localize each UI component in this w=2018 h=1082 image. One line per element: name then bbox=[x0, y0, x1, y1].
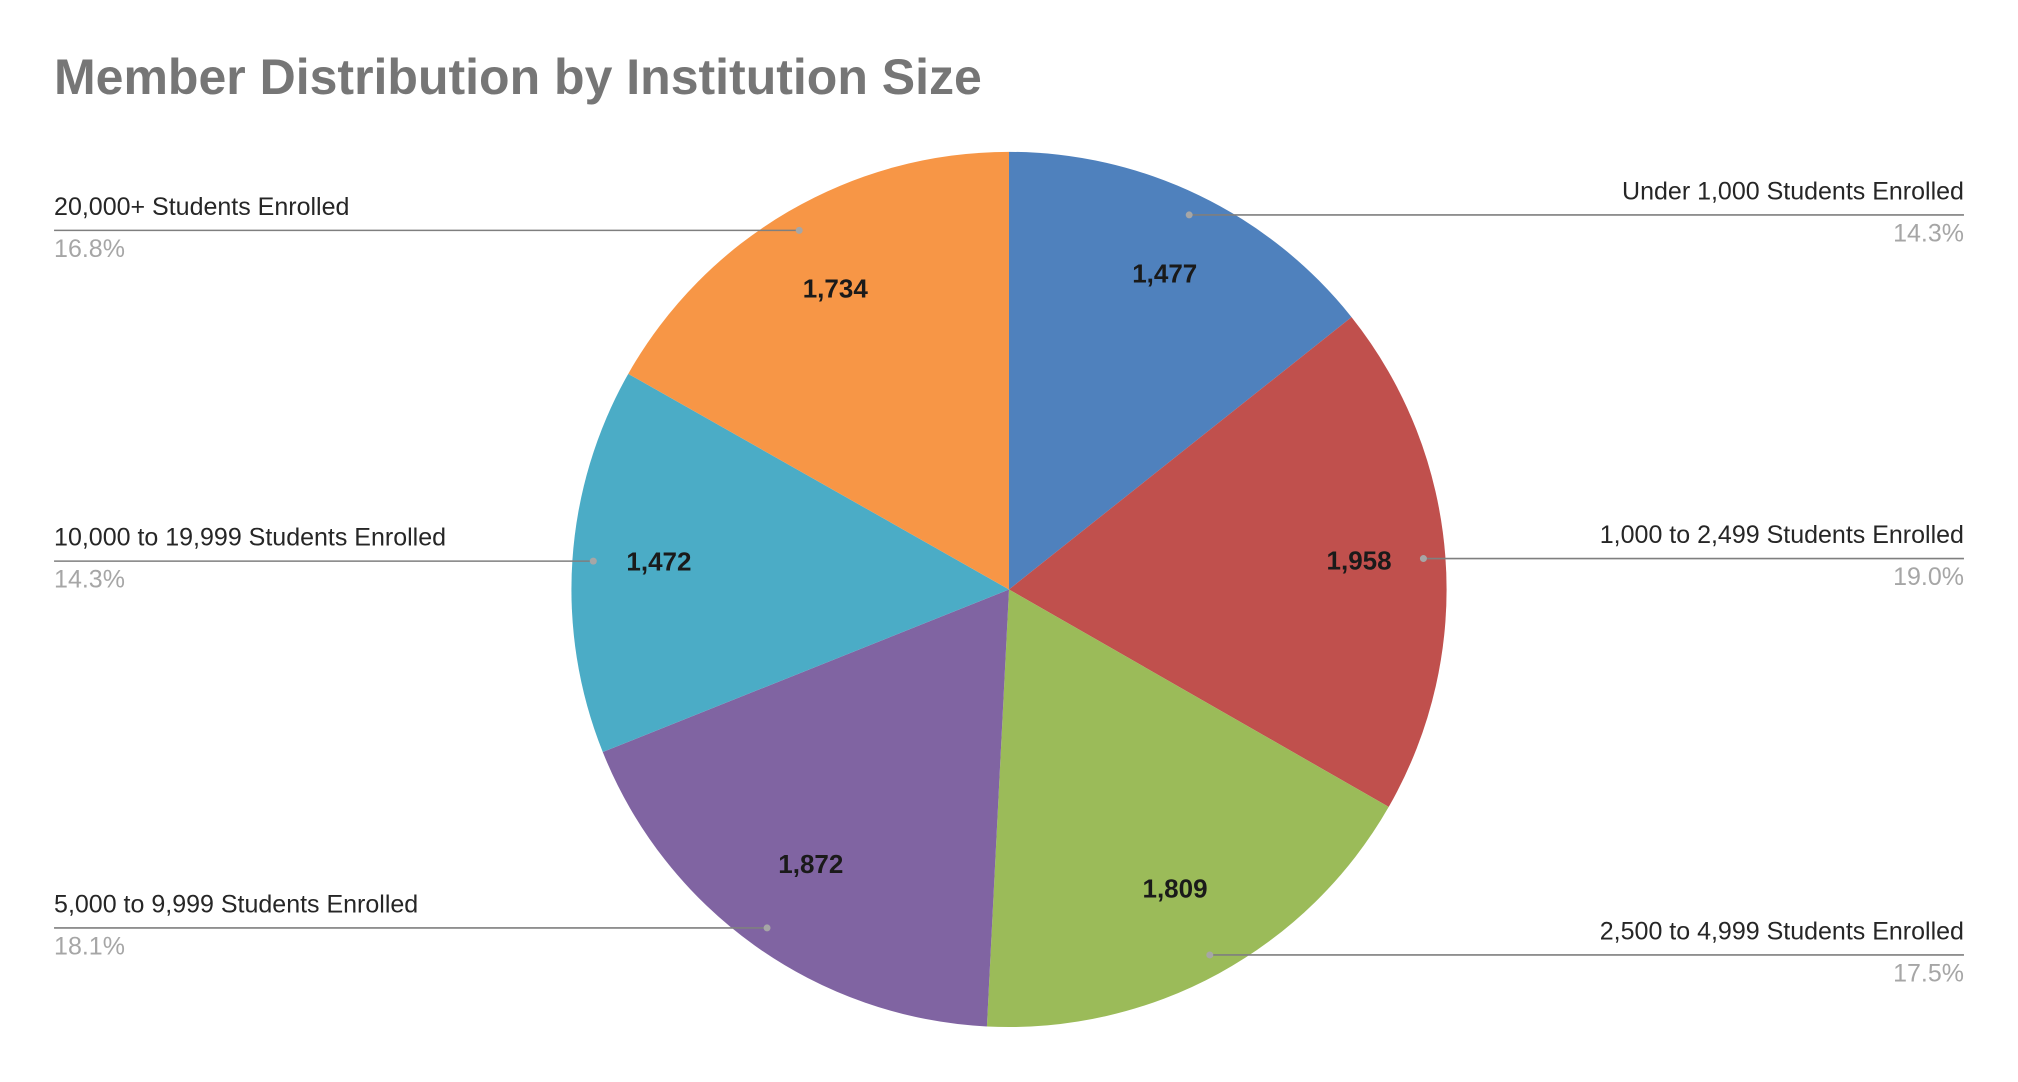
data-label: 1,472 bbox=[626, 547, 691, 577]
category-label: Under 1,000 Students Enrolled bbox=[1622, 178, 1964, 206]
leader-dot bbox=[795, 226, 803, 234]
pie-slice bbox=[571, 373, 1010, 753]
leader-dot bbox=[589, 557, 597, 565]
pie-slice bbox=[602, 589, 1010, 1027]
category-label: 2,500 to 4,999 Students Enrolled bbox=[1600, 918, 1964, 946]
leader-dot bbox=[1206, 951, 1214, 959]
data-label: 1,958 bbox=[1327, 545, 1392, 575]
data-label: 1,809 bbox=[1142, 873, 1207, 903]
category-label: 10,000 to 19,999 Students Enrolled bbox=[54, 524, 446, 552]
pie-slice bbox=[1009, 317, 1447, 807]
percent-label: 17.5% bbox=[1893, 960, 1964, 988]
category-label: 1,000 to 2,499 Students Enrolled bbox=[1600, 521, 1964, 549]
percent-label: 16.8% bbox=[54, 235, 125, 263]
leader-dot bbox=[763, 924, 771, 932]
pie-slice bbox=[1009, 151, 1352, 590]
leader-dot bbox=[1185, 211, 1193, 219]
pie-slice bbox=[986, 589, 1389, 1028]
data-label: 1,734 bbox=[803, 274, 869, 304]
leader-dot bbox=[1419, 555, 1427, 563]
pie-slice bbox=[628, 151, 1010, 590]
percent-label: 19.0% bbox=[1893, 563, 1964, 591]
chart-title: Member Distribution by Institution Size bbox=[54, 49, 982, 105]
data-label: 1,872 bbox=[778, 849, 843, 879]
category-label: 5,000 to 9,999 Students Enrolled bbox=[54, 891, 418, 919]
percent-label: 18.1% bbox=[54, 933, 125, 961]
percent-label: 14.3% bbox=[1893, 220, 1964, 248]
category-label: 20,000+ Students Enrolled bbox=[54, 193, 349, 221]
data-label: 1,477 bbox=[1132, 258, 1197, 288]
percent-label: 14.3% bbox=[54, 566, 125, 594]
